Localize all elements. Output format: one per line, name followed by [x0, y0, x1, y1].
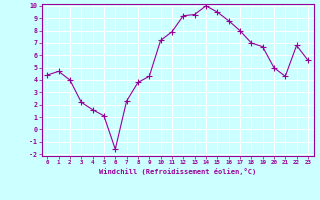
X-axis label: Windchill (Refroidissement éolien,°C): Windchill (Refroidissement éolien,°C) [99, 168, 256, 175]
